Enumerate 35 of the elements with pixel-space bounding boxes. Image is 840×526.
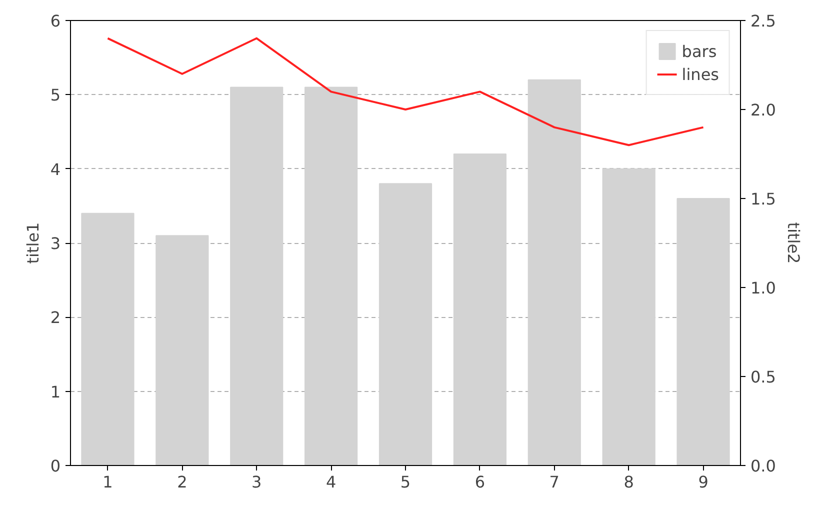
- bar: [230, 86, 284, 466]
- x-tick-label: 2: [177, 472, 188, 492]
- bar: [528, 79, 581, 466]
- bar: [453, 154, 506, 466]
- x-tick-label: 4: [326, 472, 336, 492]
- y-tick-label: 5: [50, 86, 61, 105]
- bar: [602, 168, 656, 466]
- y-tick-label: 1: [50, 382, 61, 402]
- y-tick-label: 0: [50, 456, 61, 476]
- y2-axis-title: title2: [784, 222, 803, 264]
- y-tick-label: 2: [50, 308, 61, 328]
- x-tick-label: 6: [474, 472, 486, 492]
- y2-tick-label: 0.5: [750, 368, 776, 386]
- bar: [156, 235, 209, 466]
- y-tick-label: 6: [50, 12, 61, 30]
- x-tick-label: 7: [549, 472, 560, 492]
- y2-tick-label: 0.0: [750, 456, 776, 476]
- y-tick-label: 3: [50, 234, 61, 253]
- x-tick-label: 1: [102, 472, 113, 492]
- x-tick-label: 8: [624, 472, 634, 492]
- legend-label: lines: [682, 64, 719, 84]
- bar: [304, 86, 358, 466]
- x-tick-label: 5: [400, 472, 411, 492]
- x-tick-label: 3: [252, 472, 262, 492]
- y2-tick-label: 2.0: [750, 100, 776, 120]
- bar: [676, 198, 730, 466]
- y2-tick-label: 1.0: [750, 278, 776, 298]
- bar: [378, 183, 432, 466]
- y2-tick-label: 1.5: [750, 190, 776, 208]
- legend-label: bars: [682, 42, 717, 60]
- y-axis-title: title1: [23, 222, 42, 264]
- y2-tick-label: 2.5: [750, 12, 776, 30]
- bar: [81, 212, 134, 466]
- x-tick-label: 9: [698, 472, 708, 492]
- y-tick-label: 4: [50, 160, 61, 179]
